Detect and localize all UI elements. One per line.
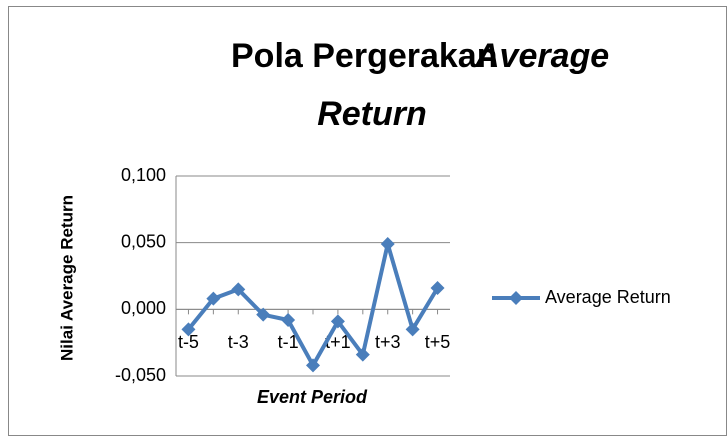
data-point: [206, 291, 221, 306]
x-tick-label: t-3: [228, 332, 249, 352]
legend-label: Average Return: [545, 287, 671, 307]
x-tick-label: t+1: [325, 332, 351, 352]
y-tick-label: 0,100: [121, 165, 166, 185]
data-point: [430, 281, 445, 295]
legend-marker: [509, 291, 523, 305]
data-point: [231, 282, 246, 297]
data-point: [181, 322, 196, 337]
data-point: [306, 358, 320, 373]
x-tick-label: t-5: [178, 332, 199, 352]
chart-title: Pola Pergerakan: [231, 37, 497, 75]
x-tick-label: t+5: [425, 332, 451, 352]
y-tick-label: 0,000: [121, 298, 166, 318]
x-tick-label: t-1: [278, 332, 299, 352]
x-axis-label: Event Period: [257, 387, 368, 407]
x-tick-label: t+3: [375, 332, 401, 352]
data-point: [405, 322, 420, 337]
data-point: [330, 314, 345, 329]
y-tick-label: -0,050: [115, 365, 166, 385]
data-point: [256, 307, 271, 322]
data-point: [380, 237, 395, 251]
data-point: [355, 347, 370, 362]
chart-title: Average: [474, 37, 609, 75]
chart-title: Return: [317, 95, 427, 133]
y-axis-label: Nilai Average Return: [57, 195, 76, 361]
data-point: [281, 313, 296, 327]
y-tick-label: 0,050: [121, 231, 166, 251]
chart-border: [8, 6, 727, 436]
